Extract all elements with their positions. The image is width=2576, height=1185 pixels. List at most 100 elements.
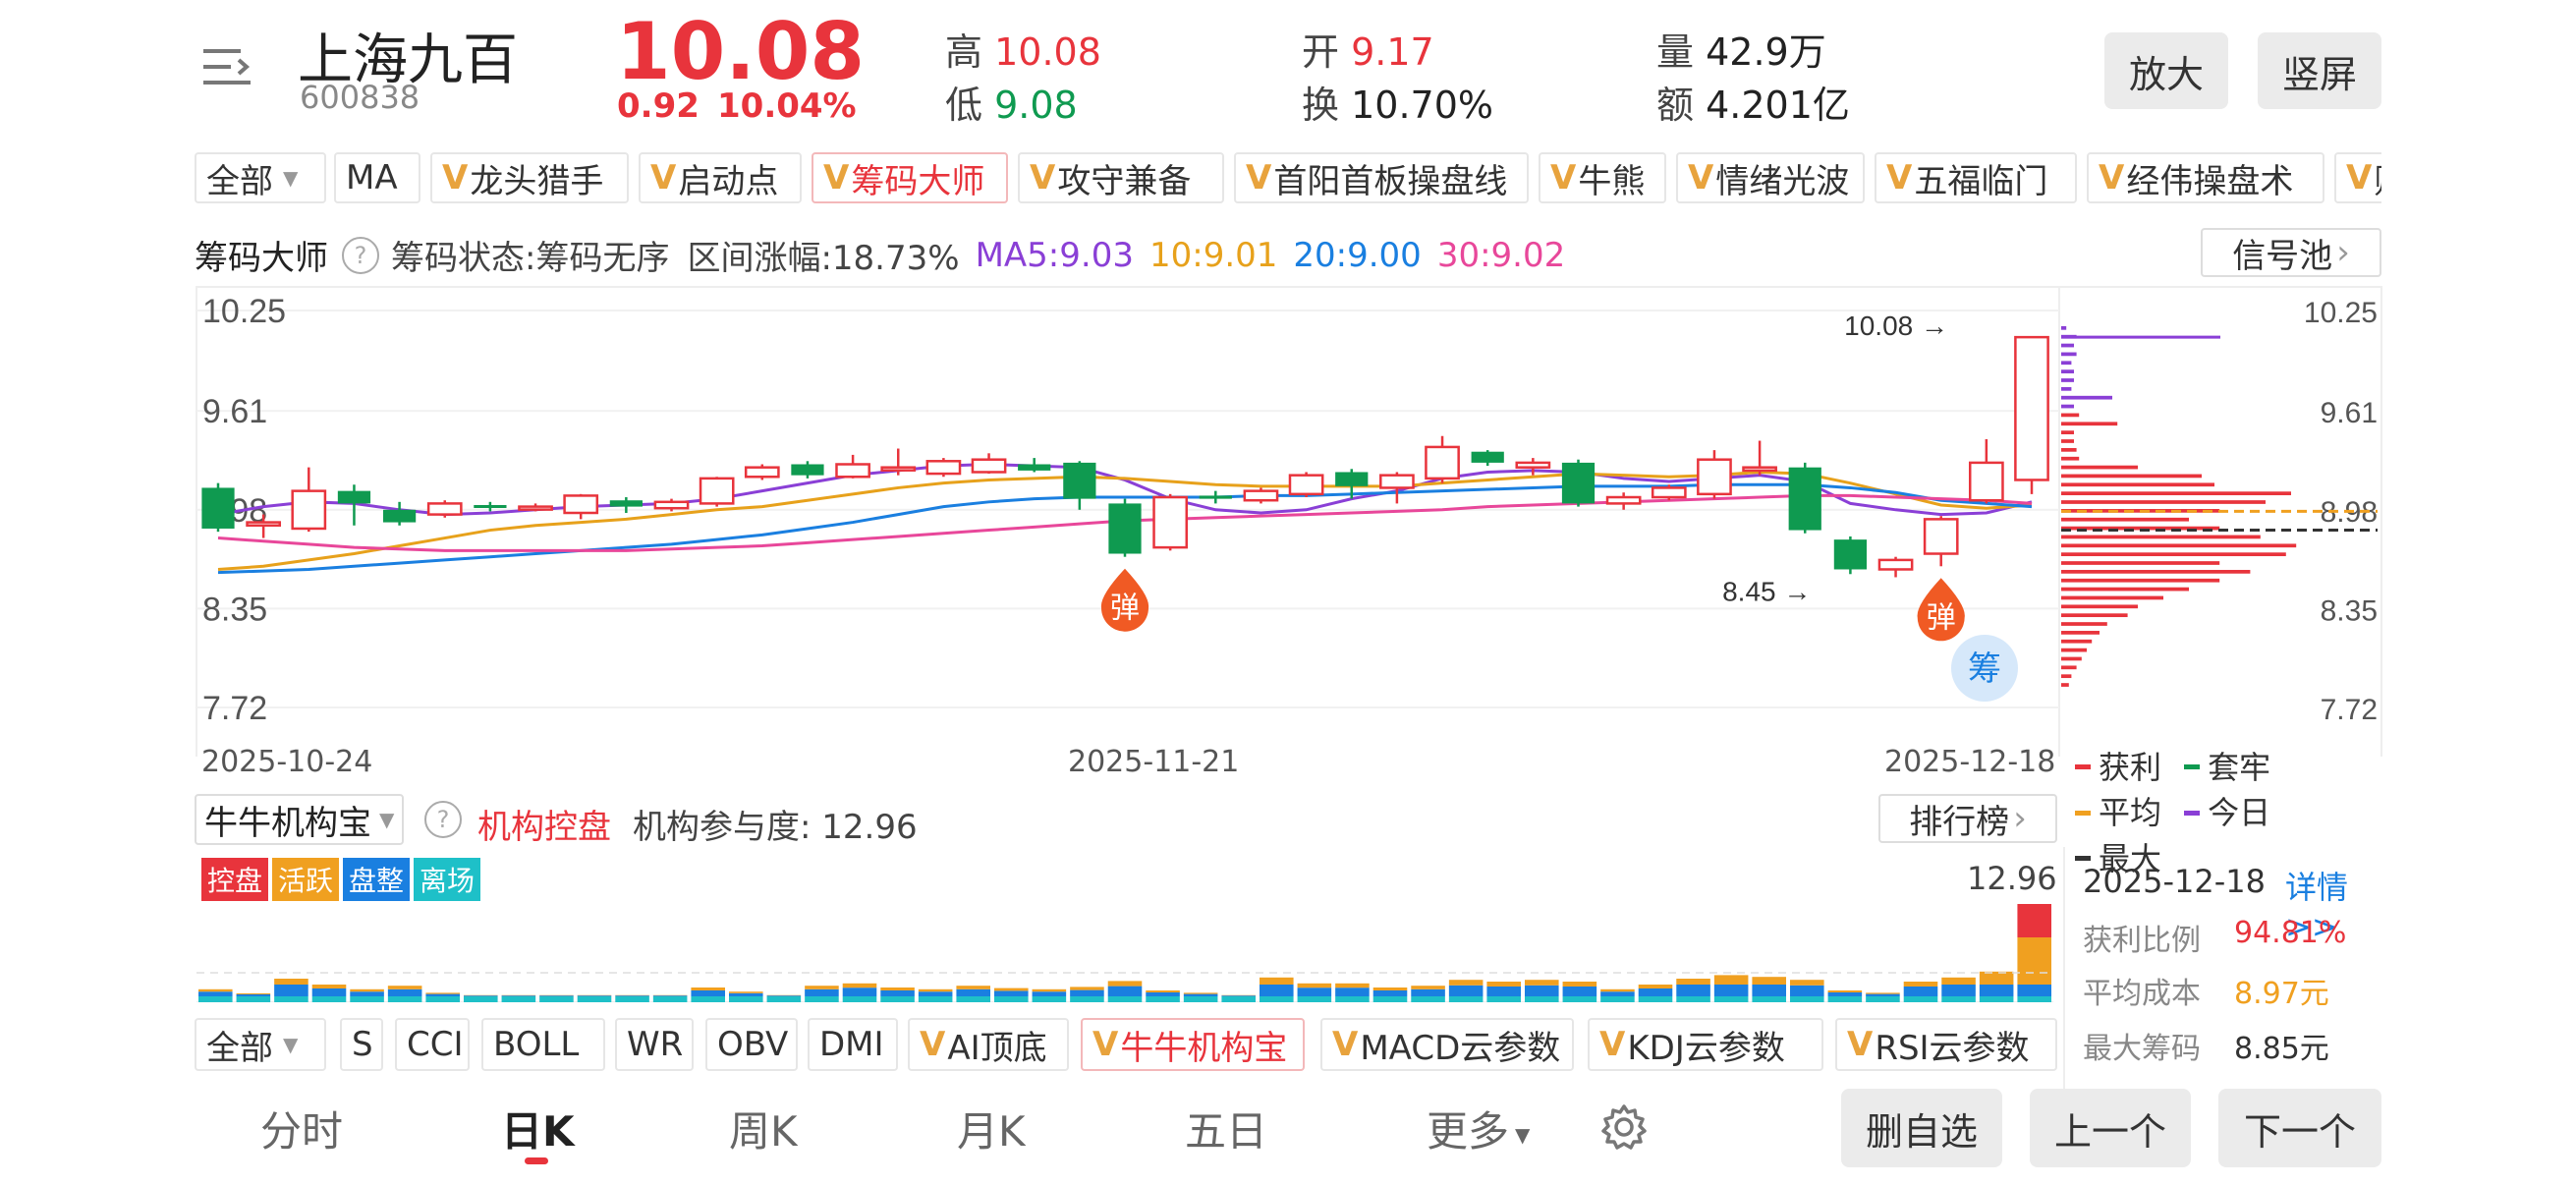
candle[interactable] <box>1833 536 1868 575</box>
detail-link[interactable]: 详情>> <box>2285 869 2349 945</box>
candle[interactable] <box>835 454 870 479</box>
inst-bar[interactable] <box>1372 988 1408 1002</box>
bounce-signal-icon[interactable]: 弹 <box>1100 568 1149 632</box>
inst-bar[interactable] <box>1335 983 1370 1002</box>
candle[interactable] <box>1063 461 1096 510</box>
inst-bar[interactable] <box>577 994 612 1002</box>
period-tab-4[interactable]: 五日 <box>1185 1099 1267 1158</box>
menu-icon[interactable] <box>201 45 252 88</box>
period-tab-5[interactable]: 更多 ▼ <box>1427 1099 1530 1158</box>
candle[interactable] <box>518 503 553 512</box>
indicator-tab-0[interactable]: 全部 ▼ <box>195 152 326 203</box>
candle[interactable] <box>609 497 643 513</box>
inst-bar[interactable] <box>1903 982 1938 1002</box>
inst-bar[interactable] <box>691 988 725 1002</box>
inst-bar[interactable] <box>994 988 1029 1002</box>
period-tab-1[interactable]: 日K <box>501 1099 575 1164</box>
sub-indicator-6[interactable]: DMI <box>808 1018 898 1071</box>
inst-bar[interactable] <box>1752 977 1786 1002</box>
period-tab-2[interactable]: 周K <box>729 1099 798 1158</box>
indicator-tab-2[interactable]: V 龙头猎手 <box>430 152 629 203</box>
inst-bar[interactable] <box>1827 990 1863 1002</box>
sub-indicator-0[interactable]: 全部 ▼ <box>195 1018 326 1071</box>
candle[interactable] <box>246 514 282 538</box>
previous-stock-button[interactable]: 上一个 <box>2030 1089 2191 1167</box>
candle[interactable] <box>1697 450 1732 499</box>
candle[interactable] <box>1425 435 1460 483</box>
candle[interactable] <box>1243 487 1279 504</box>
candle[interactable] <box>426 500 463 518</box>
chip-signal-icon[interactable]: 筹 <box>1951 635 2018 702</box>
inst-bar[interactable] <box>1713 975 1749 1002</box>
candle[interactable] <box>201 482 235 533</box>
candle[interactable] <box>880 448 917 476</box>
indicator-tab-7[interactable]: V 牛熊 <box>1539 152 1666 203</box>
candle[interactable] <box>1471 450 1504 467</box>
candle[interactable] <box>1379 472 1415 504</box>
inst-bar[interactable] <box>1562 982 1597 1002</box>
kline-chart[interactable]: 10.25 10.259.61 9.618.98 8.988.35 8.357.72 7.… <box>0 275 2576 757</box>
candle[interactable] <box>971 453 1007 475</box>
inst-bar[interactable] <box>1070 987 1104 1002</box>
inst-bar[interactable] <box>805 986 839 1002</box>
indicator-tab-3[interactable]: V 启动点 <box>639 152 802 203</box>
inst-bar[interactable] <box>1790 980 1824 1002</box>
inst-bar[interactable] <box>1486 982 1521 1002</box>
inst-bar[interactable] <box>1260 977 1294 1002</box>
inst-bar[interactable] <box>1676 979 1710 1002</box>
inst-bar[interactable] <box>766 994 802 1002</box>
inst-bar[interactable] <box>956 986 990 1002</box>
zoom-button[interactable]: 放大 <box>2104 32 2228 109</box>
inst-bar[interactable] <box>729 991 763 1002</box>
sub-indicator-10[interactable]: V KDJ云参数 <box>1588 1018 1823 1071</box>
candle[interactable] <box>2014 335 2049 494</box>
inst-bar[interactable] <box>274 979 308 1002</box>
inst-bar[interactable] <box>1941 977 1976 1002</box>
candle[interactable] <box>1923 516 1959 567</box>
institution-bar-chart[interactable] <box>0 845 2063 1002</box>
inst-bar[interactable] <box>501 994 536 1002</box>
inst-bar[interactable] <box>842 983 877 1002</box>
candle[interactable] <box>744 464 780 480</box>
inst-bar[interactable] <box>464 994 498 1002</box>
candle[interactable] <box>1515 458 1551 476</box>
inst-bar[interactable] <box>539 994 574 1002</box>
bounce-signal-icon[interactable]: 弹 <box>1917 578 1965 642</box>
period-tab-0[interactable]: 分时 <box>260 1099 343 1158</box>
next-stock-button[interactable]: 下一个 <box>2218 1089 2381 1167</box>
candle[interactable] <box>1788 462 1821 534</box>
inst-bar[interactable] <box>1032 988 1067 1002</box>
candle[interactable] <box>1108 498 1142 557</box>
candle[interactable] <box>1199 490 1232 504</box>
inst-bar[interactable] <box>1221 994 1256 1002</box>
indicator-tab-8[interactable]: V 情绪光波 <box>1676 152 1865 203</box>
inst-bar[interactable] <box>1107 981 1143 1002</box>
portrait-button[interactable]: 竖屏 <box>2258 32 2381 109</box>
indicator-tab-6[interactable]: V 首阳首板操盘线 <box>1234 152 1529 203</box>
institution-select[interactable]: 牛牛机构宝 ▼ <box>195 794 405 845</box>
candle[interactable] <box>1018 458 1051 473</box>
candle[interactable] <box>382 501 417 526</box>
candle[interactable] <box>1877 556 1914 578</box>
sub-indicator-11[interactable]: V RSI云参数 <box>1835 1018 2057 1071</box>
candle[interactable] <box>1152 493 1189 551</box>
candle[interactable] <box>1742 440 1777 476</box>
inst-bar[interactable] <box>198 988 233 1002</box>
candle[interactable] <box>1561 459 1596 507</box>
inst-help-icon[interactable]: ? <box>424 801 462 838</box>
candle[interactable] <box>653 498 690 512</box>
candle[interactable] <box>563 493 599 520</box>
indicator-tab-10[interactable]: V 经伟操盘术 <box>2087 152 2324 203</box>
sub-indicator-3[interactable]: BOLL <box>481 1018 605 1071</box>
inst-bar[interactable] <box>1525 980 1559 1002</box>
indicator-tab-9[interactable]: V 五福临门 <box>1875 152 2077 203</box>
candle[interactable] <box>1651 484 1687 501</box>
sub-indicator-7[interactable]: V AI顶底 <box>908 1018 1069 1071</box>
sub-indicator-8[interactable]: V 牛牛机构宝 <box>1081 1018 1305 1071</box>
inst-bar[interactable] <box>1448 980 1484 1002</box>
help-icon[interactable]: ? <box>342 236 379 274</box>
inst-bar[interactable] <box>918 988 953 1002</box>
signal-pool-button[interactable]: 信号池 › <box>2201 228 2381 277</box>
inst-bar[interactable] <box>1146 990 1180 1002</box>
indicator-tab-4[interactable]: V 筹码大师 <box>812 152 1008 203</box>
